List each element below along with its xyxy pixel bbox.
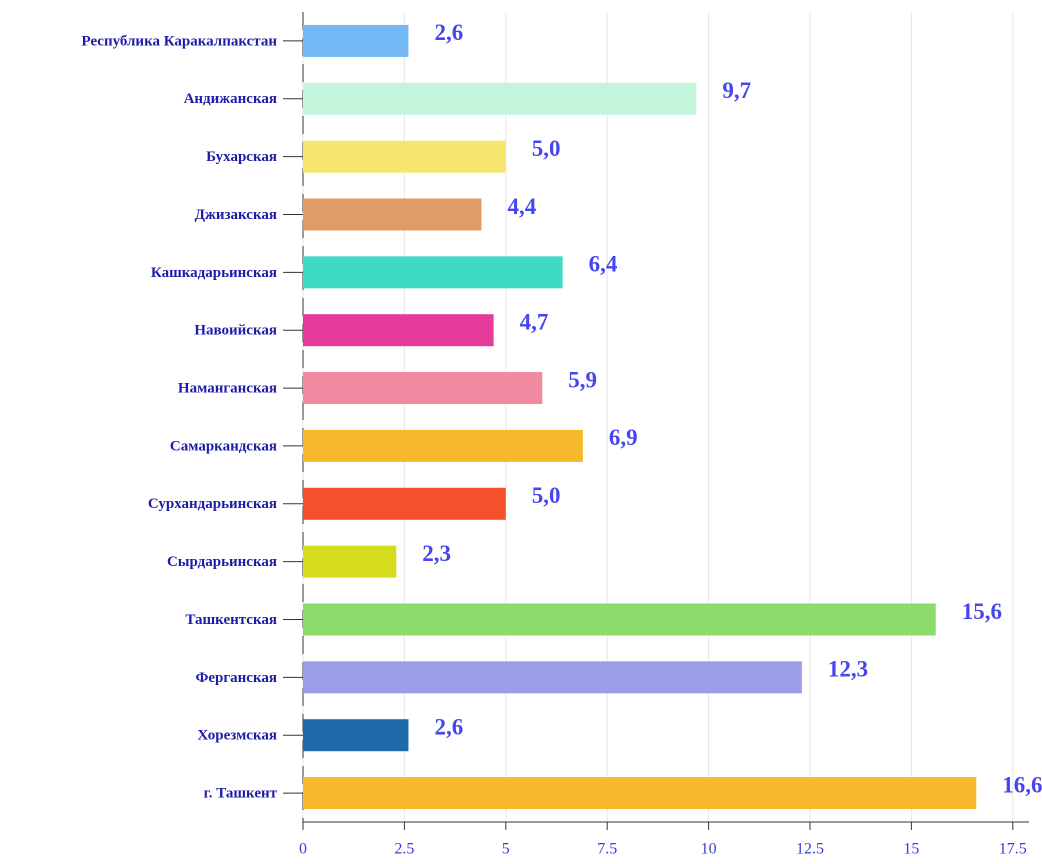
x-tick-label: 7.5	[597, 841, 617, 858]
value-label: 2,6	[434, 714, 463, 739]
value-label: 15,6	[962, 599, 1002, 624]
bar	[303, 372, 543, 405]
y-tick-label: Сурхандарьинская	[148, 496, 277, 512]
y-tick-label: г. Ташкент	[204, 786, 278, 802]
bar	[303, 661, 802, 694]
value-label: 9,7	[722, 78, 751, 103]
bar	[303, 545, 397, 578]
y-tick-label: Хорезмская	[197, 728, 277, 744]
value-label: 5,0	[532, 483, 561, 508]
value-label: 5,0	[532, 136, 561, 161]
bar	[303, 140, 506, 173]
y-tick-label: Джизакская	[195, 207, 277, 223]
y-tick-label: Республика Каракалпакстан	[81, 33, 277, 49]
value-label: 2,6	[434, 20, 463, 45]
y-tick-label: Навоийская	[194, 323, 277, 339]
x-tick-label: 0	[299, 841, 307, 858]
x-tick-label: 15	[903, 841, 919, 858]
y-tick-label: Сырдарьинская	[167, 554, 277, 570]
y-tick-label: Ферганская	[195, 670, 277, 686]
y-tick-label: Кашкадарьинская	[151, 265, 277, 281]
value-label: 12,3	[828, 657, 868, 682]
bar	[303, 198, 482, 231]
value-label: 5,9	[568, 367, 597, 392]
y-tick-label: Наманганская	[178, 381, 277, 397]
x-tick-label: 5	[502, 841, 510, 858]
bar	[303, 314, 494, 347]
bar	[303, 429, 583, 462]
x-tick-label: 10	[701, 841, 717, 858]
bar	[303, 256, 563, 289]
y-tick-label: Самаркандская	[170, 438, 277, 454]
value-label: 6,9	[609, 425, 638, 450]
value-label: 16,6	[1002, 772, 1042, 797]
bar	[303, 82, 697, 115]
y-tick-label: Ташкентская	[185, 612, 277, 628]
y-tick-label: Бухарская	[206, 149, 277, 165]
value-label: 6,4	[589, 252, 618, 277]
bar	[303, 603, 936, 636]
x-tick-label: 2.5	[394, 841, 414, 858]
bar	[303, 24, 409, 57]
y-tick-label: Андижанская	[184, 91, 277, 107]
bar	[303, 777, 977, 810]
x-tick-label: 12.5	[796, 841, 824, 858]
value-label: 4,4	[507, 194, 536, 219]
value-label: 2,3	[422, 541, 451, 566]
bar	[303, 719, 409, 752]
x-tick-label: 17.5	[999, 841, 1027, 858]
value-label: 4,7	[520, 309, 549, 334]
bar	[303, 487, 506, 520]
